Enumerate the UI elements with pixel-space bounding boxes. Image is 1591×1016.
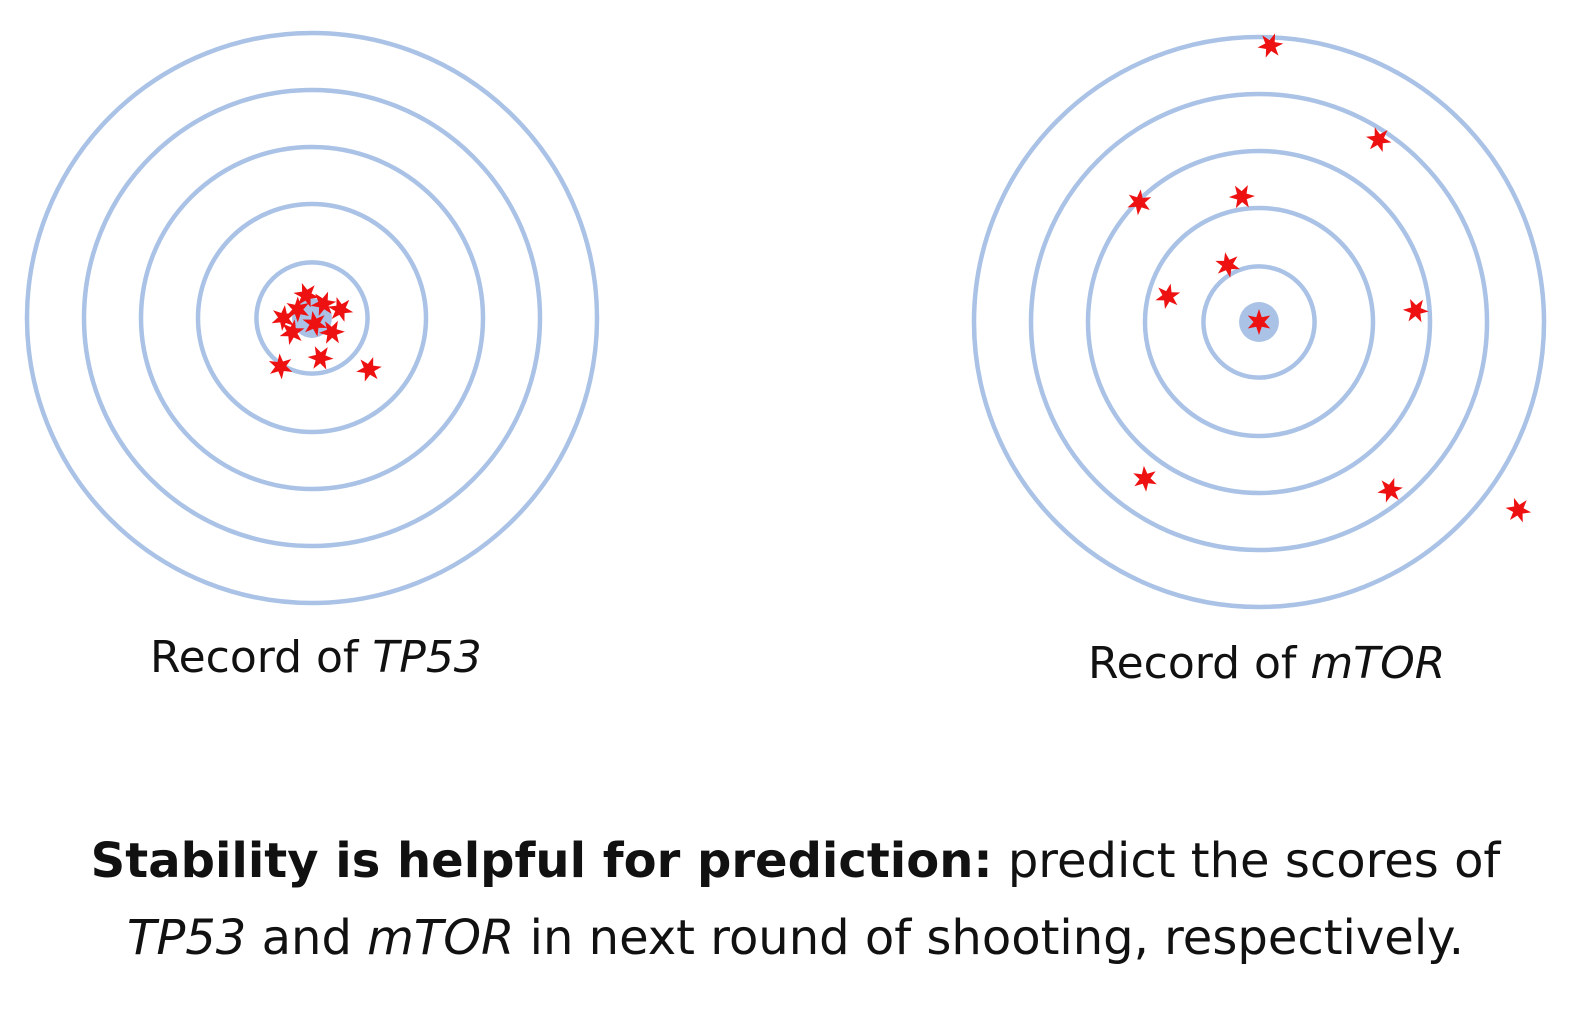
shot-mark-icon	[268, 353, 293, 380]
target-ring-1	[971, 34, 1547, 610]
target-ring-3	[138, 144, 486, 492]
target-ring-1	[24, 30, 600, 606]
shot-mark-icon	[1127, 189, 1152, 216]
target-label-tp53: Record of TP53	[150, 636, 482, 680]
shot-mark-icon	[1228, 185, 1255, 209]
caption-and: and	[246, 910, 368, 966]
target-ring-2	[81, 87, 543, 549]
shot-mark-icon	[1215, 252, 1240, 278]
caption-bold: Stability is helpful for prediction:	[90, 833, 993, 889]
shot-mark-icon	[1505, 497, 1532, 523]
target-ring-4	[1142, 205, 1376, 439]
shot-mark-icon	[1366, 127, 1392, 152]
label-gene: TP53	[372, 632, 482, 683]
shot-mark-icon	[1377, 477, 1403, 503]
target-ring-5	[254, 260, 370, 376]
caption-line-1: Stability is helpful for prediction: pre…	[0, 837, 1591, 885]
shot-mark-icon	[1257, 33, 1284, 58]
caption-rest-1: predict the scores of	[992, 833, 1501, 889]
shot-mark-icon	[307, 346, 334, 370]
target-mtor	[971, 33, 1547, 610]
label-prefix: Record of	[1088, 638, 1311, 689]
shot-mark-icon	[356, 357, 382, 382]
label-prefix: Record of	[150, 632, 373, 683]
shot-mark-icon	[286, 296, 310, 323]
shot-mark-icon	[1155, 283, 1181, 310]
target-ring-4	[195, 201, 429, 435]
target-label-mtor: Record of mTOR	[1088, 642, 1445, 686]
shot-mark-icon	[271, 305, 296, 331]
shot-mark-icon	[1133, 465, 1157, 492]
shot-mark-icon	[279, 319, 305, 345]
shot-mark-icon	[293, 282, 320, 308]
target-tp53	[24, 30, 600, 606]
caption-line-2: TP53 and mTOR in next round of shooting,…	[0, 914, 1591, 962]
shot-mark-icon	[327, 297, 354, 322]
shot-mark-icon	[318, 320, 345, 344]
label-gene: mTOR	[1310, 638, 1446, 689]
caption-gene-2: mTOR	[367, 910, 515, 966]
shot-mark-icon	[1247, 309, 1271, 335]
caption-gene-1: TP53	[127, 910, 247, 966]
target-ring-2	[1028, 91, 1490, 553]
target-ring-5	[1201, 264, 1317, 380]
shot-mark-icon	[1402, 298, 1429, 323]
target-ring-3	[1085, 148, 1433, 496]
shot-mark-icon	[302, 310, 328, 337]
caption-rest-2: in next round of shooting, respectively.	[514, 910, 1464, 966]
